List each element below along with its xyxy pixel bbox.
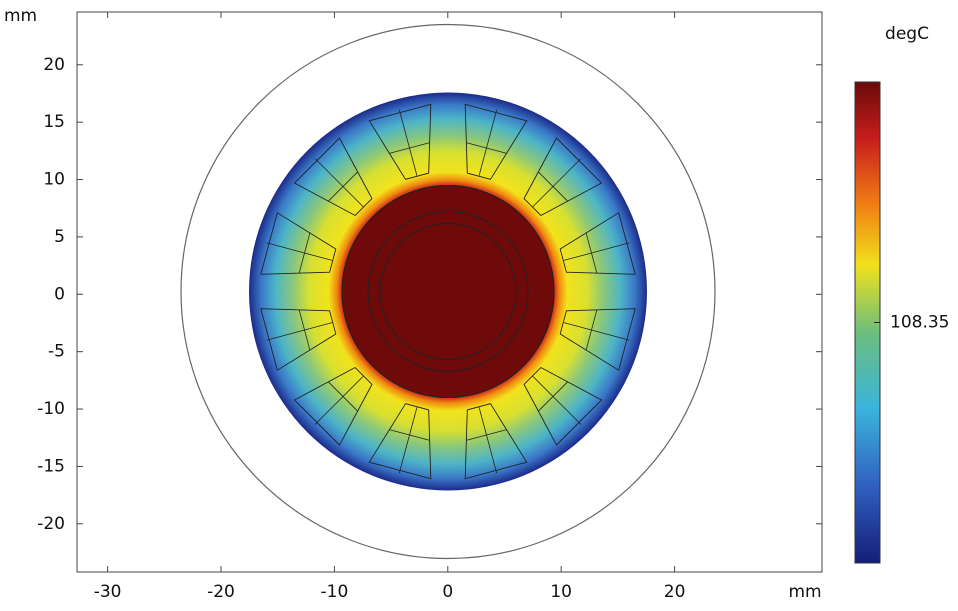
- geometry: [180, 23, 716, 560]
- rotor-ring: [367, 211, 529, 372]
- slot-divider: [563, 242, 630, 261]
- slot: [559, 212, 636, 275]
- y-tick-label: -20: [37, 514, 65, 534]
- y-tick-label: 10: [43, 170, 65, 190]
- slot-divider: [266, 242, 333, 261]
- shaft: [379, 223, 517, 360]
- x-axis-label: mm: [788, 582, 821, 602]
- y-tick-label: 0: [54, 284, 65, 304]
- slot: [260, 212, 337, 275]
- y-tick-label: 15: [43, 112, 65, 132]
- y-tick-label: -15: [37, 456, 65, 476]
- y-tick-label: 20: [43, 55, 65, 75]
- slot-divider: [563, 322, 630, 341]
- slot: [293, 366, 373, 446]
- slot-layer: [298, 232, 311, 274]
- x-tick-label: 20: [664, 582, 686, 602]
- slot-divider: [398, 109, 418, 176]
- slot-divider: [266, 322, 333, 341]
- slot: [523, 366, 603, 446]
- slot: [464, 403, 528, 480]
- slot-divider: [314, 158, 364, 207]
- slot: [368, 103, 432, 180]
- slot: [559, 308, 636, 371]
- slot-divider: [532, 376, 582, 425]
- slot: [293, 137, 373, 217]
- colorbar-title: degC: [885, 24, 929, 44]
- x-tick-label: -20: [207, 582, 235, 602]
- slot-divider: [398, 407, 418, 474]
- slot-divider: [478, 407, 498, 474]
- x-tick-label: -10: [321, 582, 349, 602]
- x-tick-label: 0: [442, 582, 453, 602]
- slot-layer: [389, 429, 430, 441]
- y-tick-label: -10: [37, 399, 65, 419]
- y-tick-label: -5: [48, 342, 65, 362]
- slot-layer: [585, 232, 598, 274]
- rotor-edge: [341, 185, 555, 398]
- slot-divider: [532, 158, 582, 207]
- slot: [464, 103, 528, 180]
- slot-layer: [537, 171, 569, 202]
- slot-layer: [585, 309, 598, 351]
- slot: [368, 403, 432, 480]
- slot-divider: [314, 376, 364, 425]
- slot-layer: [537, 381, 569, 412]
- y-tick-label: 5: [54, 227, 65, 247]
- colorbar-tick-label: 108.35: [890, 313, 949, 333]
- slot-layer: [466, 142, 507, 154]
- x-tick-label: -30: [94, 582, 122, 602]
- slot-layer: [389, 142, 430, 154]
- y-axis-label: mm: [4, 6, 37, 26]
- slot-layer: [466, 429, 507, 441]
- slot: [260, 308, 337, 371]
- slot: [523, 137, 603, 217]
- slot-layer: [327, 171, 359, 202]
- slot-layer: [327, 381, 359, 412]
- slot-layer: [298, 309, 311, 351]
- rotor: [341, 185, 555, 398]
- slot-divider: [478, 109, 498, 176]
- x-tick-label: 10: [550, 582, 572, 602]
